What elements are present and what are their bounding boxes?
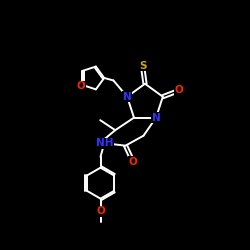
Text: O: O [77, 81, 86, 91]
Text: N: N [123, 92, 132, 102]
Text: N: N [152, 113, 160, 123]
Text: S: S [139, 61, 146, 71]
Text: NH: NH [96, 138, 113, 148]
Text: O: O [129, 157, 138, 167]
Text: O: O [175, 86, 184, 96]
Text: O: O [96, 206, 105, 216]
